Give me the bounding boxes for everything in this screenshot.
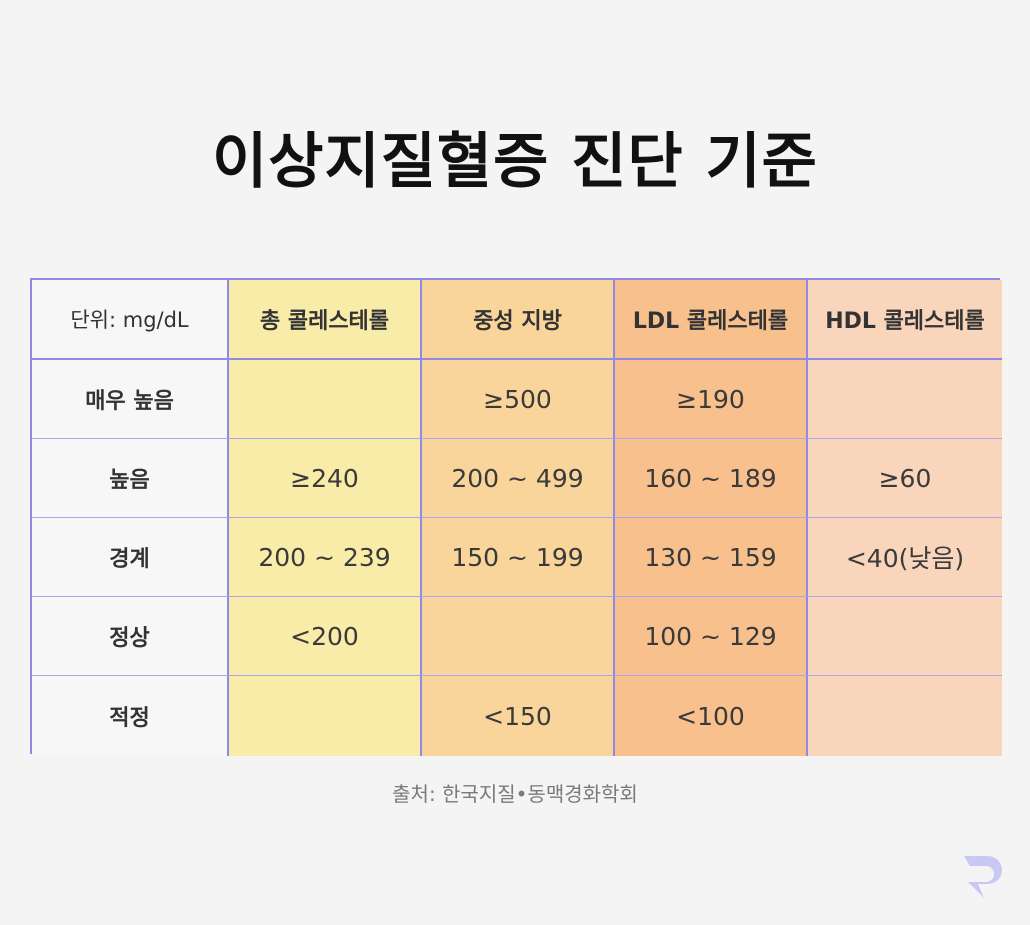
brand-logo-icon xyxy=(958,852,1006,902)
column-header-hdl-cholesterol: HDL 콜레스테롤 xyxy=(808,280,1002,360)
row-label-borderline: 경계 xyxy=(32,518,229,597)
table-cell: 100 ~ 129 xyxy=(615,597,808,676)
table-cell: <150 xyxy=(422,676,615,756)
table-cell xyxy=(422,597,615,676)
table-cell xyxy=(808,360,1002,439)
table-cell: 150 ~ 199 xyxy=(422,518,615,597)
table-cell xyxy=(229,360,422,439)
table-cell: 130 ~ 159 xyxy=(615,518,808,597)
source-credit: 출처: 한국지질•동맥경화학회 xyxy=(392,782,638,806)
table-cell: 200 ~ 499 xyxy=(422,439,615,518)
table-cell: ≥240 xyxy=(229,439,422,518)
table-cell: ≥500 xyxy=(422,360,615,439)
column-header-ldl-cholesterol: LDL 콜레스테롤 xyxy=(615,280,808,360)
table-cell xyxy=(808,597,1002,676)
row-label-very-high: 매우 높음 xyxy=(32,360,229,439)
table-cell: <100 xyxy=(615,676,808,756)
diagnosis-criteria-table: 단위: mg/dL 총 콜레스테롤 중성 지방 LDL 콜레스테롤 HDL 콜레… xyxy=(30,278,1002,756)
table-cell xyxy=(808,676,1002,756)
row-label-normal: 정상 xyxy=(32,597,229,676)
table-cell: <200 xyxy=(229,597,422,676)
table-cell: <40(낮음) xyxy=(808,518,1002,597)
table-cell: 160 ~ 189 xyxy=(615,439,808,518)
column-header-total-cholesterol: 총 콜레스테롤 xyxy=(229,280,422,360)
table-cell: 200 ~ 239 xyxy=(229,518,422,597)
table-cell: ≥190 xyxy=(615,360,808,439)
page-title: 이상지질혈증 진단 기준 xyxy=(212,127,818,197)
unit-label: 단위: mg/dL xyxy=(32,280,229,360)
table-cell: ≥60 xyxy=(808,439,1002,518)
row-label-optimal: 적정 xyxy=(32,676,229,756)
row-label-high: 높음 xyxy=(32,439,229,518)
table-cell xyxy=(229,676,422,756)
column-header-triglycerides: 중성 지방 xyxy=(422,280,615,360)
